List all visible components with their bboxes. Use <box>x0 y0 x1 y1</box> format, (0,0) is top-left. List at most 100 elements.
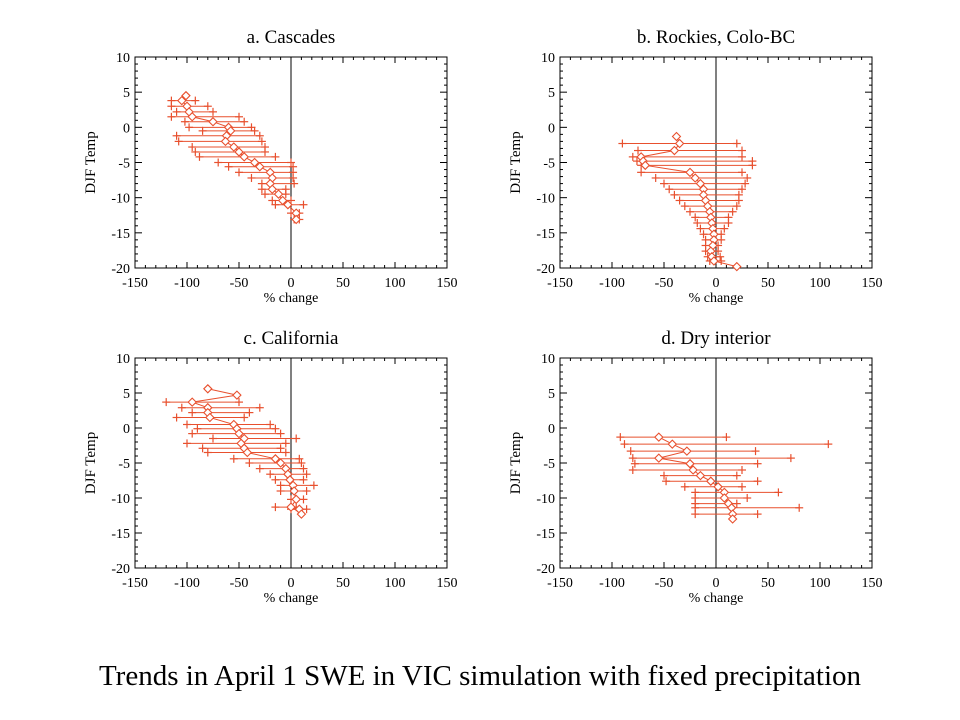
range-bar <box>257 185 290 194</box>
x-tick-label: 50 <box>336 576 350 591</box>
range-bar <box>177 403 264 412</box>
x-tick-label: 0 <box>713 576 720 591</box>
y-axis-label: DJF Temp <box>508 432 524 494</box>
y-tick-label: -5 <box>543 157 555 172</box>
diamond-marker <box>709 256 719 266</box>
chart-panel-1: a. Cascades-150 -100 -50 0 50 100 1501050-5-10… <box>83 27 458 306</box>
range-bar <box>628 152 746 161</box>
y-tick-label: -15 <box>111 227 130 242</box>
diamond-marker <box>291 494 301 505</box>
diamond-marker <box>695 470 706 481</box>
range-bar <box>183 420 275 429</box>
diamond-marker <box>234 147 244 157</box>
y-tick-label: -10 <box>111 492 130 507</box>
x-axis-label: % change <box>689 591 744 606</box>
x-tick-label: -150 <box>122 276 148 291</box>
x-tick-label: -50 <box>655 576 674 591</box>
diamond-marker <box>706 476 716 486</box>
y-tick-label: 0 <box>123 121 130 136</box>
diamond-marker <box>225 126 236 136</box>
diamond-marker <box>654 453 664 463</box>
y-tick-label: 5 <box>123 86 130 101</box>
diamond-marker <box>187 397 197 407</box>
y-tick-label: 5 <box>548 86 555 101</box>
y-tick-label: -15 <box>536 227 555 242</box>
diamond-marker <box>234 428 244 439</box>
y-tick-label: 10 <box>116 51 130 66</box>
x-tick-label: 150 <box>437 276 458 291</box>
x-axis-label: % change <box>264 591 319 606</box>
diamond-marker <box>289 486 299 496</box>
range-bar <box>691 488 783 497</box>
x-tick-label: 0 <box>288 576 295 591</box>
diamond-marker <box>270 454 281 464</box>
range-bar <box>632 157 757 166</box>
range-bar <box>691 510 762 519</box>
y-tick-label: -5 <box>118 157 130 172</box>
y-tick-label: 5 <box>123 387 130 402</box>
diamond-marker <box>255 161 265 172</box>
range-bar <box>651 173 752 182</box>
x-tick-label: -100 <box>174 576 200 591</box>
diamond-marker <box>267 184 278 195</box>
x-tick-label: -50 <box>230 576 249 591</box>
diamond-marker <box>674 138 685 149</box>
diamond-marker <box>275 458 286 468</box>
y-tick-label: -5 <box>118 457 130 472</box>
diamond-marker <box>669 145 680 156</box>
x-axis-label: % change <box>689 291 744 306</box>
diamond-marker <box>732 261 742 272</box>
diamond-marker <box>667 439 678 449</box>
y-tick-label: -20 <box>536 262 555 277</box>
chart-title: a. Cascades <box>247 27 336 48</box>
diamond-marker <box>296 509 307 519</box>
range-bar <box>620 440 833 449</box>
diamond-marker <box>277 195 288 206</box>
diamond-marker <box>286 502 296 512</box>
y-tick-label: -15 <box>536 527 555 542</box>
y-tick-label: 5 <box>548 387 555 402</box>
range-bar <box>191 147 269 156</box>
range-bar <box>195 152 280 161</box>
x-tick-label: 100 <box>385 276 406 291</box>
diamond-marker <box>685 167 695 178</box>
range-bar <box>172 107 217 116</box>
y-tick-label: 10 <box>541 352 555 367</box>
range-bar <box>634 146 746 155</box>
range-bar <box>628 466 746 474</box>
y-tick-label: -20 <box>111 562 130 577</box>
diamond-marker <box>249 157 260 168</box>
x-tick-label: 0 <box>288 276 295 291</box>
y-tick-label: -20 <box>111 262 130 277</box>
y-tick-label: -10 <box>536 192 555 207</box>
chart-title: c. California <box>244 328 340 349</box>
x-tick-label: -150 <box>122 576 148 591</box>
range-bar <box>188 143 269 152</box>
diamond-marker <box>291 214 301 225</box>
y-tick-label: 0 <box>123 422 130 437</box>
range-bar <box>229 454 304 463</box>
x-tick-label: -50 <box>230 276 249 291</box>
x-tick-label: 100 <box>385 576 406 591</box>
diamond-marker <box>685 458 695 469</box>
x-tick-label: 50 <box>761 276 775 291</box>
x-tick-label: 100 <box>810 576 831 591</box>
diamond-marker <box>203 384 213 394</box>
diamond-marker <box>688 465 698 475</box>
y-tick-label: -5 <box>543 457 555 472</box>
x-tick-label: -100 <box>599 276 625 291</box>
chart-title: b. Rockies, Colo-BC <box>637 27 795 48</box>
diamond-marker <box>177 95 187 106</box>
diamond-marker <box>690 173 700 183</box>
range-bar <box>637 161 757 170</box>
diamond-marker <box>205 412 215 423</box>
range-bar <box>209 434 301 443</box>
diamond-marker <box>719 493 730 503</box>
x-tick-label: 150 <box>862 576 883 591</box>
diamond-marker <box>640 160 651 171</box>
series-line <box>640 136 737 268</box>
y-tick-label: 10 <box>116 352 130 367</box>
range-bar <box>257 179 299 188</box>
x-tick-label: 150 <box>862 276 883 291</box>
